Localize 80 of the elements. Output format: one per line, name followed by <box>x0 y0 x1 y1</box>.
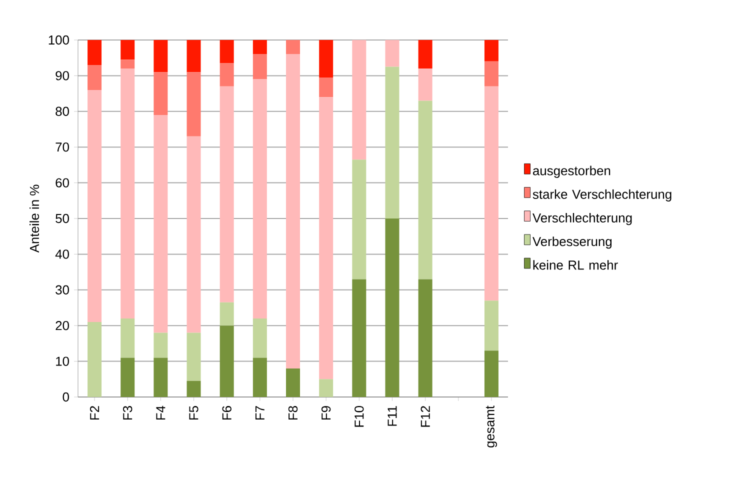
bar <box>120 318 135 358</box>
bar <box>418 279 432 397</box>
bar <box>88 90 102 322</box>
bar <box>484 350 498 397</box>
bar <box>220 63 234 86</box>
y-tick-label: 10 <box>56 356 69 366</box>
bar <box>220 40 234 64</box>
bar <box>385 218 400 397</box>
bar <box>154 114 168 333</box>
bar <box>385 40 400 67</box>
bar <box>252 79 267 318</box>
bar <box>252 54 267 80</box>
bar <box>220 326 234 397</box>
y-axis-title: Anteile in % <box>30 184 40 253</box>
bar <box>120 60 135 69</box>
y-tick-label: 100 <box>48 35 69 45</box>
x-tick-label: F5 <box>189 406 198 420</box>
bar <box>186 332 201 381</box>
bar <box>418 68 432 101</box>
x-tick-label: F7 <box>255 406 264 420</box>
y-tick-label: 30 <box>56 285 69 294</box>
bar <box>484 300 498 351</box>
x-tick-label: F2 <box>90 406 100 420</box>
bar <box>418 40 432 69</box>
x-tick-label: gesamt <box>486 406 497 448</box>
bar <box>352 40 366 160</box>
x-tick-label: F9 <box>321 406 331 420</box>
y-tick-label: 20 <box>56 321 69 330</box>
x-tick-label: F4 <box>156 406 166 420</box>
bar <box>418 100 432 280</box>
bar <box>286 40 300 54</box>
bar <box>186 40 201 72</box>
bar <box>88 40 102 65</box>
bar <box>319 40 334 78</box>
bar <box>186 136 201 333</box>
bar <box>484 61 498 86</box>
bar <box>484 40 498 62</box>
y-tick-label: 0 <box>62 392 69 402</box>
bar <box>120 358 135 397</box>
bar <box>484 86 498 301</box>
bar <box>154 72 168 115</box>
bar <box>154 40 168 72</box>
legend-label: keine RL mehr <box>533 260 618 270</box>
y-tick-label: 40 <box>55 250 69 259</box>
bar <box>220 86 234 302</box>
bar <box>88 64 102 90</box>
bar <box>352 279 366 397</box>
bar <box>385 66 400 218</box>
bar <box>186 72 201 136</box>
bar <box>286 54 300 368</box>
x-tick-label: F12 <box>420 406 430 427</box>
y-tick-label: 50 <box>56 214 69 224</box>
bar <box>220 302 234 326</box>
bar <box>286 368 300 397</box>
legend-label: ausgestorben <box>533 166 610 178</box>
legend-label: Verbesserung <box>532 236 612 249</box>
bar <box>252 40 267 54</box>
bar <box>154 358 168 397</box>
x-tick-label: F8 <box>288 406 298 420</box>
x-tick-label: F3 <box>123 406 132 420</box>
bar <box>120 68 135 318</box>
legend-label: Verschlechterung <box>532 212 632 226</box>
bar <box>319 97 334 380</box>
y-tick-label: 70 <box>56 142 69 152</box>
bar <box>154 332 168 358</box>
x-tick-label: F10 <box>354 406 364 427</box>
bar <box>252 358 267 397</box>
x-tick-label: F6 <box>222 406 232 420</box>
bar <box>319 77 334 98</box>
bar <box>88 322 102 397</box>
y-tick-label: 80 <box>56 106 69 116</box>
y-tick-label: 60 <box>56 178 69 188</box>
bar <box>252 318 267 358</box>
x-tick-label: F11 <box>388 406 397 426</box>
y-tick-label: 90 <box>56 71 69 80</box>
bar <box>186 380 201 397</box>
bar <box>319 379 334 397</box>
bar <box>120 40 135 60</box>
legend-label: starke Verschlechterung <box>532 189 672 202</box>
bar <box>352 160 366 280</box>
